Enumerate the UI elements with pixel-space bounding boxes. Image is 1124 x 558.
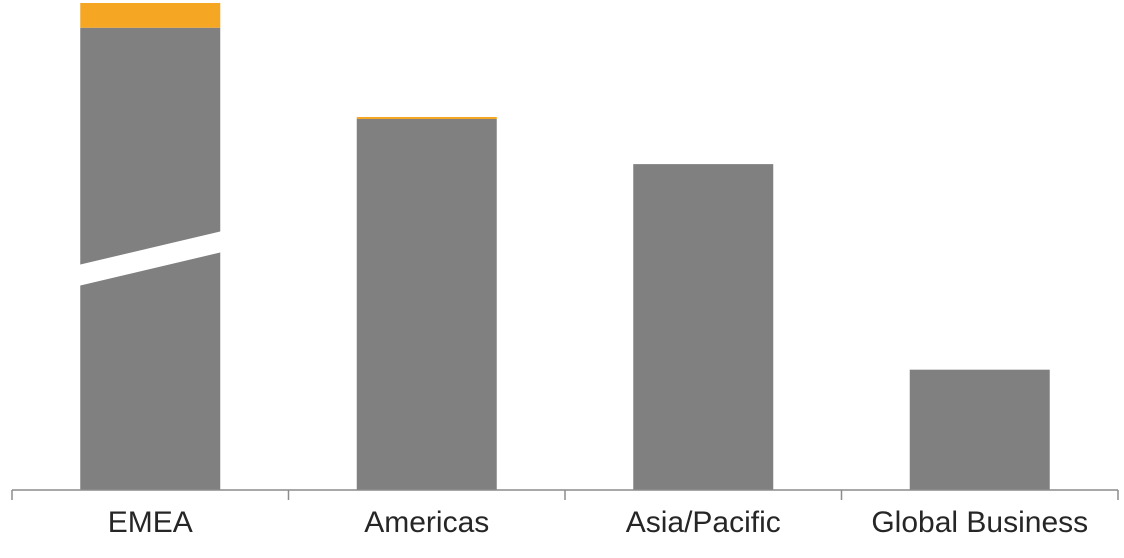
axis-break-emea: [78, 231, 223, 286]
x-tick-label-asia-pacific: Asia/Pacific: [626, 506, 781, 539]
bar-americas-series-2: [356, 116, 497, 119]
x-tick-label-global-business: Global Business: [871, 506, 1088, 539]
x-tick-label-americas: Americas: [364, 506, 489, 539]
bar-asia-pacific-series-1: [633, 164, 774, 490]
x-tick-label-emea: EMEA: [108, 506, 193, 539]
axis-break-group: [78, 231, 223, 286]
bar-emea-series-2: [80, 3, 221, 28]
bars-group: [80, 3, 1050, 491]
bar-global-business-series-1: [909, 369, 1050, 490]
bar-americas-series-1: [356, 119, 497, 490]
x-axis-labels: EMEA Americas Asia/Pacific Global Business: [108, 506, 1088, 539]
x-axis: [11, 489, 1119, 500]
